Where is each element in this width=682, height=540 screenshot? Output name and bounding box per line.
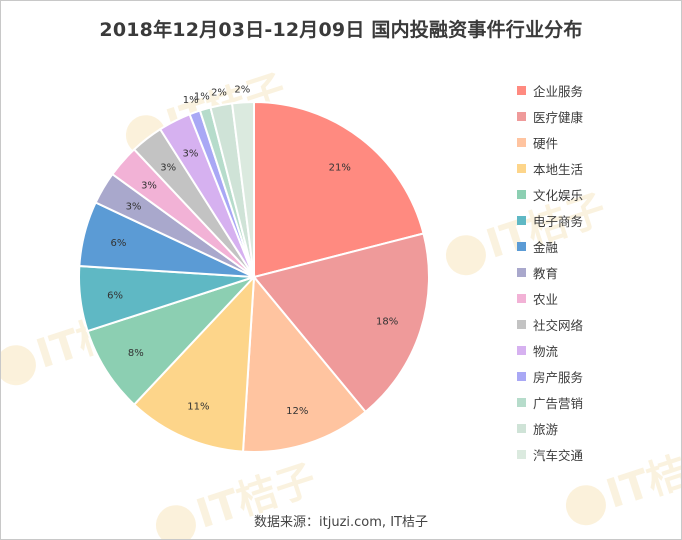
legend-swatch [517,111,526,121]
legend-label: 广告营销 [533,395,584,411]
legend-item: 房产服务 [517,363,583,389]
slice-percent-label: 6% [107,291,123,302]
slice-percent-label: 6% [110,238,126,249]
pie-slice [252,232,430,414]
legend-label: 农业 [533,291,559,307]
legend-item: 社交网络 [517,311,583,337]
legend-label: 电子商务 [533,213,584,229]
slice-percent-label: 1% [194,91,210,102]
legend-label: 物流 [533,343,559,359]
pie-slice [230,100,255,278]
chart-legend: 企业服务医疗健康硬件本地生活文化娱乐电子商务金融教育农业社交网络物流房产服务广告… [517,77,583,467]
slice-percent-label: 2% [234,84,250,95]
pie-slice [132,274,256,453]
data-source-footer: 数据来源：itjuzi.com, IT桔子 [254,515,428,530]
legend-label: 金融 [533,239,559,255]
legend-item: 物流 [517,337,583,363]
legend-label: 社交网络 [533,317,584,333]
slice-percent-label: 8% [128,348,144,359]
legend-swatch [517,241,526,251]
legend-item: 文化娱乐 [517,181,583,207]
legend-label: 硬件 [533,135,559,151]
slice-percent-label: 3% [141,180,157,191]
pie-slice [253,100,425,279]
legend-item: 金融 [517,233,583,259]
legend-swatch [517,449,526,459]
legend-label: 汽车交通 [533,447,584,463]
legend-swatch [517,423,526,433]
legend-item: 医疗健康 [517,103,583,129]
legend-label: 文化娱乐 [533,187,584,203]
legend-swatch [517,267,526,277]
pie-slice [241,274,367,453]
legend-swatch [517,137,526,147]
slice-percent-label: 1% [183,95,199,106]
legend-item: 硬件 [517,129,583,155]
legend-label: 本地生活 [533,161,584,177]
legend-swatch [517,189,526,199]
legend-item: 企业服务 [517,77,583,103]
legend-label: 房产服务 [533,369,584,385]
slice-percent-label: 12% [286,406,308,417]
slice-percent-label: 3% [182,148,198,159]
legend-item: 本地生活 [517,155,583,181]
legend-item: 汽车交通 [517,441,583,467]
legend-label: 企业服务 [533,83,584,99]
legend-item: 教育 [517,259,583,285]
slice-percent-label: 3% [126,202,142,213]
slice-percent-label: 11% [187,402,209,413]
legend-swatch [517,397,526,407]
slice-percent-label: 3% [160,162,176,173]
legend-swatch [517,345,526,355]
legend-item: 广告营销 [517,389,583,415]
slice-percent-label: 21% [329,162,351,173]
legend-label: 旅游 [533,421,559,437]
chart-title: 2018年12月03日-12月09日 国内投融资事件行业分布 [99,19,583,41]
legend-swatch [517,293,526,303]
legend-swatch [517,85,526,95]
legend-swatch [517,371,526,381]
legend-item: 旅游 [517,415,583,441]
slice-percent-label: 18% [376,316,398,327]
legend-swatch [517,215,526,225]
legend-swatch [517,319,526,329]
slice-percent-label: 2% [211,87,227,98]
legend-item: 电子商务 [517,207,583,233]
legend-label: 医疗健康 [533,109,584,125]
legend-item: 农业 [517,285,583,311]
legend-swatch [517,163,526,173]
legend-label: 教育 [533,265,559,281]
